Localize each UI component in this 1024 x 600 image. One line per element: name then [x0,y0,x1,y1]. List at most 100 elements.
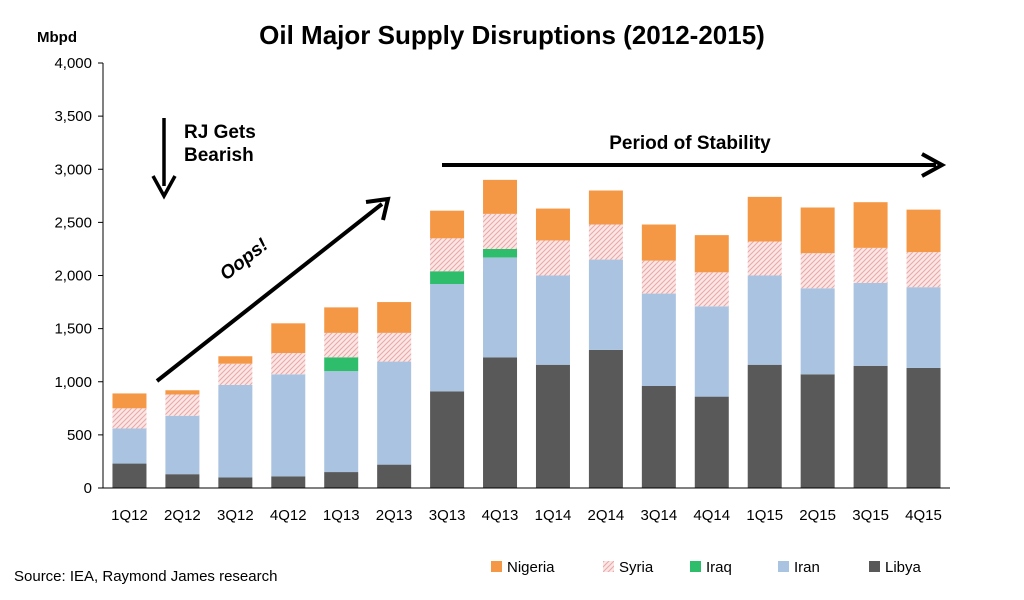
x-axis: 1Q12 2Q12 3Q12 4Q12 1Q13 2Q13 3Q13 4Q13 1Q14 2Q14… [111,507,942,524]
bar-iraq-4q13 [483,248,518,258]
legend-label-iraq: Iraq [706,559,732,576]
bar-syria-1q15 [747,241,782,276]
bar-libya-4q12 [271,476,306,488]
stability-annotation: Period of Stability [442,133,947,178]
x-tick-label: 3Q14 [640,507,677,524]
bar-nigeria-3q15 [853,202,888,248]
y-tick-label: 3,000 [54,161,92,178]
legend-label-nigeria: Nigeria [507,559,555,576]
legend-label-iran: Iran [794,559,820,576]
bar-iran-4q14 [694,306,729,397]
y-axis: 0 500 1,000 1,500 2,000 2,500 3,000 3,500 4,000 [54,55,103,497]
bar-libya-3q13 [430,391,465,488]
bearish-label-line2: Bearish [184,145,254,166]
up-arrow-head [365,196,391,221]
right-arrow-head [921,152,947,178]
bar-libya-1q12 [112,463,147,488]
bar-nigeria-3q14 [641,224,676,261]
bar-iran-2q13 [377,361,412,465]
bar-libya-2q13 [377,464,412,488]
bar-iran-1q14 [535,275,570,365]
bar-syria-1q14 [535,240,570,276]
bar-iran-1q15 [747,275,782,365]
legend-label-libya: Libya [885,559,922,576]
bar-nigeria-1q15 [747,196,782,242]
bar-iran-3q14 [641,293,676,386]
down-arrow-head [151,175,177,200]
bar-syria-1q13 [324,332,359,358]
bar-iraq-1q13 [324,357,359,372]
legend-swatch-syria [603,561,614,572]
bar-syria-4q12 [271,353,306,375]
bar-iran-3q12 [218,384,253,478]
bar-libya-4q15 [906,367,941,488]
bar-iran-4q12 [271,374,306,477]
bar-libya-1q14 [535,364,570,488]
bar-libya-3q14 [641,386,676,488]
bar-nigeria-1q14 [535,208,570,241]
bar-syria-4q13 [483,213,518,249]
bar-syria-3q14 [641,260,676,294]
bar-iraq-3q13 [430,271,465,284]
bar-syria-3q13 [430,238,465,272]
x-tick-label: 3Q13 [429,507,466,524]
up-arrow-shaft [155,202,384,383]
bar-syria-1q12 [112,408,147,429]
x-tick-label: 4Q14 [693,507,730,524]
x-tick-label: 3Q15 [852,507,889,524]
stability-label: Period of Stability [609,133,771,154]
bearish-label-line1: RJ Gets [184,122,256,143]
x-tick-label: 2Q12 [164,507,201,524]
bar-syria-4q15 [906,252,941,288]
bar-nigeria-4q13 [483,179,518,214]
x-tick-label: 4Q12 [270,507,307,524]
y-tick-label: 1,500 [54,321,92,338]
x-tick-label: 4Q15 [905,507,942,524]
bar-iran-3q15 [853,282,888,366]
legend-swatch-iraq [690,561,701,572]
bar-libya-2q14 [588,349,623,488]
x-tick-label: 2Q14 [588,507,625,524]
bar-nigeria-1q12 [112,393,147,409]
bar-syria-2q15 [800,253,835,289]
bar-iran-2q12 [165,415,200,475]
bar-iran-1q12 [112,428,147,464]
bar-syria-2q12 [165,394,200,416]
y-tick-label: 4,000 [54,55,92,72]
y-tick-label: 0 [84,480,92,497]
bar-iran-4q15 [906,287,941,368]
bar-syria-4q14 [694,272,729,307]
bearish-annotation: RJ Gets Bearish [151,118,256,200]
legend: Nigeria Syria Iraq Iran Libya [491,559,922,576]
oops-label: Oops! [216,235,272,285]
bar-libya-4q13 [483,357,518,488]
bar-nigeria-2q14 [588,190,623,225]
x-tick-label: 2Q15 [799,507,836,524]
x-tick-label: 3Q12 [217,507,254,524]
bar-nigeria-2q15 [800,207,835,254]
bar-nigeria-1q13 [324,307,359,333]
y-tick-label: 3,500 [54,108,92,125]
x-tick-label: 1Q12 [111,507,148,524]
y-tick-label: 2,000 [54,268,92,285]
y-tick-label: 2,500 [54,214,92,231]
legend-label-syria: Syria [619,559,654,576]
legend-swatch-nigeria [491,561,502,572]
bar-iran-2q14 [588,259,623,350]
x-tick-label: 4Q13 [482,507,519,524]
bar-libya-3q15 [853,365,888,488]
bar-libya-2q15 [800,374,835,488]
bar-libya-3q12 [218,477,253,488]
bar-iran-3q13 [430,284,465,392]
bars [112,179,941,488]
bar-syria-3q15 [853,247,888,283]
x-tick-label: 1Q15 [746,507,783,524]
legend-swatch-iran [778,561,789,572]
bar-libya-2q12 [165,474,200,488]
bar-libya-1q15 [747,364,782,488]
legend-swatch-libya [869,561,880,572]
bar-iran-1q13 [324,371,359,473]
bar-syria-3q12 [218,363,253,385]
x-tick-label: 1Q14 [535,507,572,524]
